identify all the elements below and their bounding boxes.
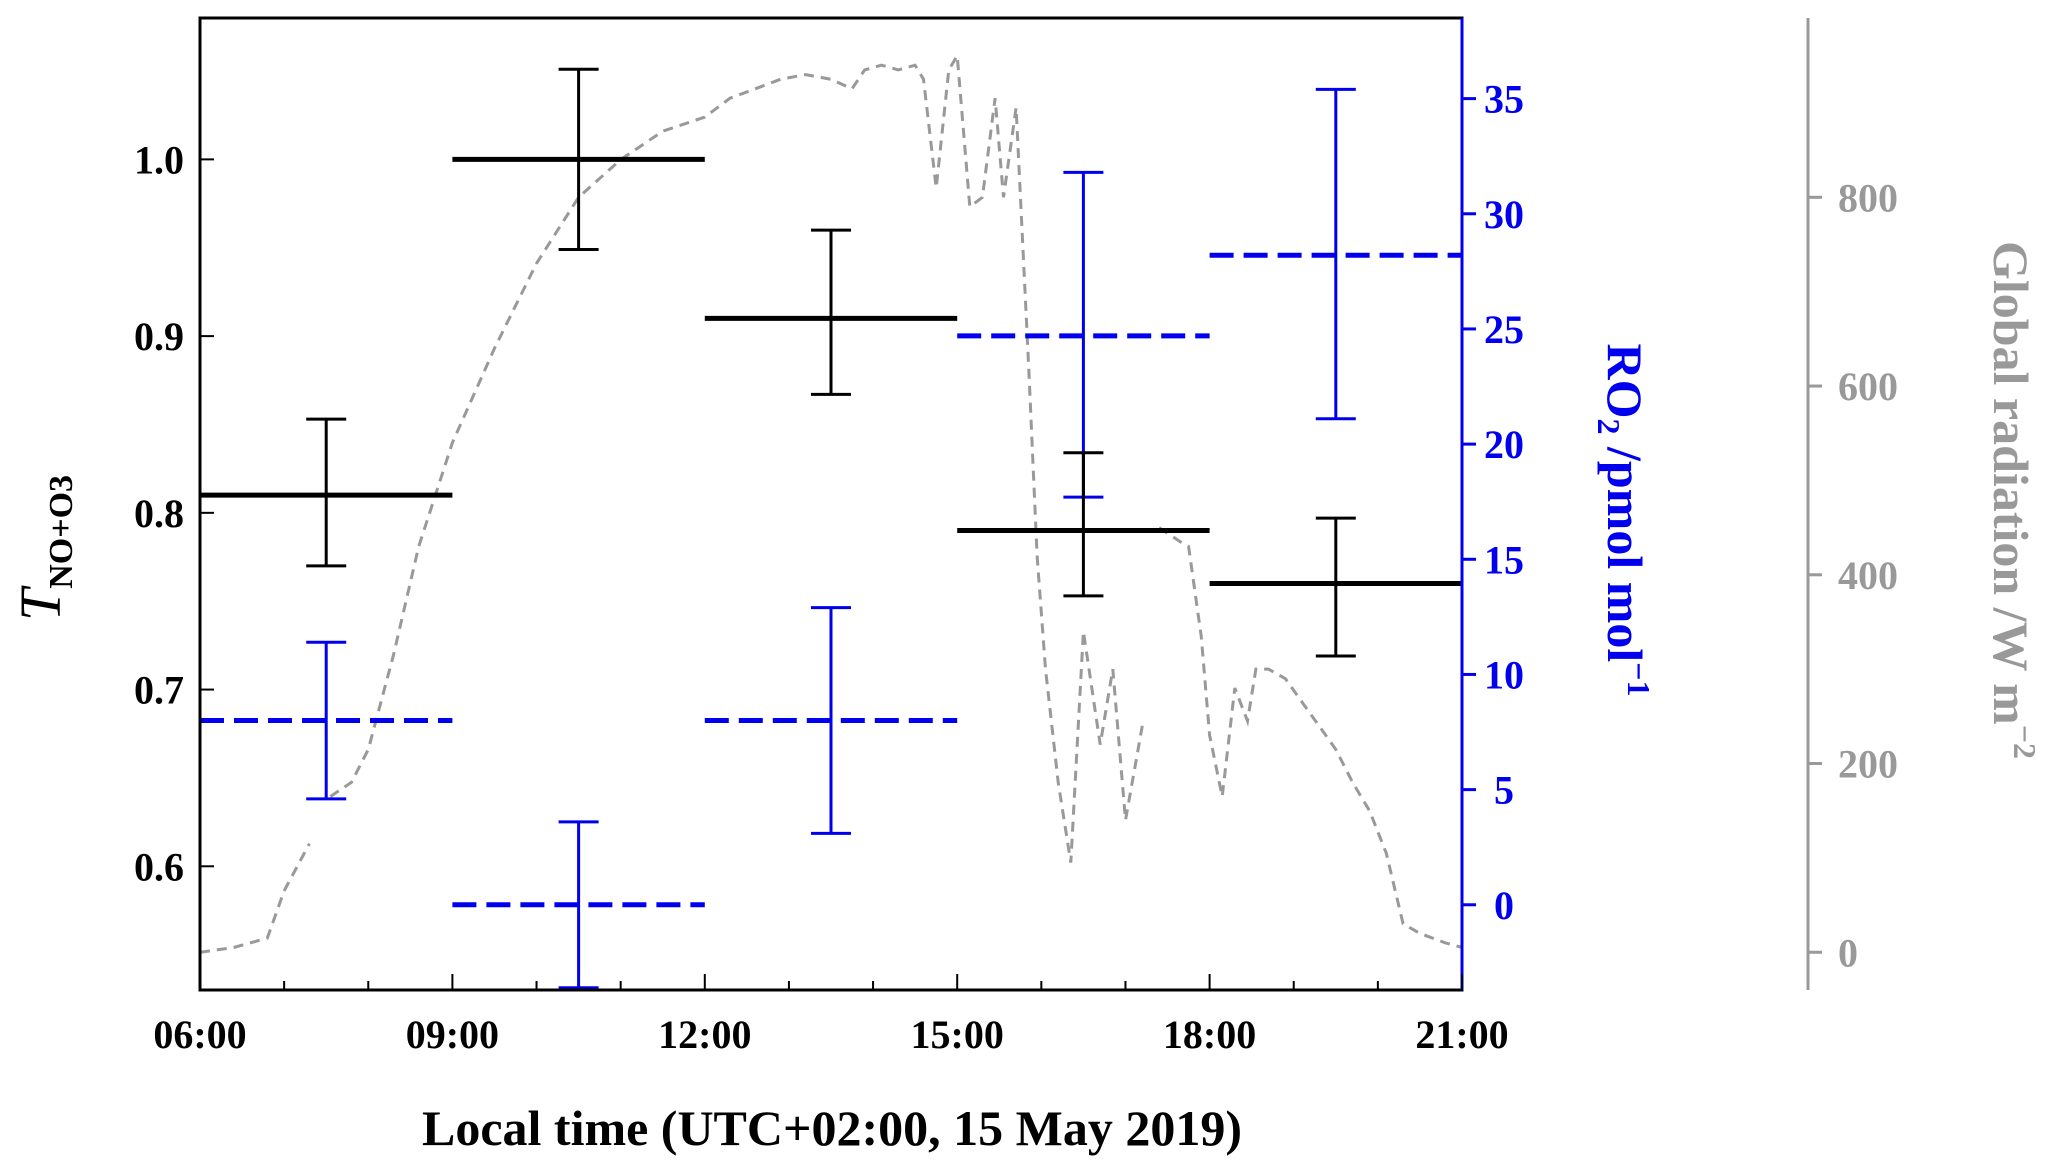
y-tick-label: 1.0 — [134, 137, 184, 182]
svg-text:Global radiation /W m−2: Global radiation /W m−2 — [1983, 241, 2043, 759]
y-tick-label: 0.6 — [134, 844, 184, 889]
y2-tick-label: 30 — [1484, 192, 1524, 237]
y2-axis-title-post: /pmol mol — [1597, 434, 1653, 662]
y2-tick-label: 35 — [1484, 77, 1524, 122]
y3-axis-title: Global radiation /W m−2 — [1983, 241, 2043, 759]
y2-tick-label: 20 — [1484, 422, 1524, 467]
y-axis-title-sub: NO+O3 — [43, 475, 80, 589]
radiation-line-segment — [1158, 526, 1463, 949]
x-tick-label: 06:00 — [153, 1012, 246, 1057]
y3-axis-title-pre: Global radiation /W m — [1983, 241, 2039, 725]
x-tick-label: 15:00 — [911, 1012, 1004, 1057]
y3-tick-label: 800 — [1838, 175, 1898, 220]
y2-axis-title-sub: 2 — [1591, 418, 1627, 434]
y3-tick-label: 0 — [1838, 930, 1858, 975]
y2-tick-label: 0 — [1494, 883, 1514, 928]
radiation-series — [199, 50, 1463, 954]
x-tick-label: 12:00 — [658, 1012, 751, 1057]
x-tick-label: 21:00 — [1415, 1012, 1508, 1057]
y-axis-title: TNO+O3 — [8, 475, 80, 621]
x-tick-label: 09:00 — [406, 1012, 499, 1057]
y2-axis-title-sup: −1 — [1621, 662, 1657, 696]
y-tick-label: 0.8 — [134, 491, 184, 536]
y2-tick-label: 15 — [1484, 537, 1524, 582]
x-axis-title: Local time (UTC+02:00, 15 May 2019) — [422, 1100, 1242, 1156]
y2-axis-title-pre: RO — [1597, 343, 1653, 418]
data-marks — [200, 67, 1462, 990]
y-axis-title-main: T — [8, 585, 73, 621]
y2-tick-label: 25 — [1484, 307, 1524, 352]
svg-text:TNO+O3: TNO+O3 — [8, 475, 80, 621]
tick-labels: 06:00 09:00 12:00 15:00 18:00 21:00 0.6 0.7 0.8 0… — [134, 77, 1898, 1057]
axes — [198, 16, 1822, 992]
radiation-line-segment — [199, 842, 311, 954]
plot-frame — [198, 16, 1464, 992]
y3-tick-label: 400 — [1838, 553, 1898, 598]
radiation-line-segment — [329, 50, 1144, 863]
y2-axis-title: RO2 /pmol mol−1 — [1591, 343, 1657, 696]
svg-text:RO2 /pmol mol−1: RO2 /pmol mol−1 — [1591, 343, 1657, 696]
y-tick-label: 0.9 — [134, 314, 184, 359]
y2-tick-label: 10 — [1484, 652, 1524, 697]
y-tick-label: 0.7 — [134, 668, 184, 713]
y3-tick-label: 600 — [1838, 364, 1898, 409]
x-tick-label: 18:00 — [1163, 1012, 1256, 1057]
y3-tick-label: 200 — [1838, 742, 1898, 787]
y3-axis-title-sup: −2 — [2007, 725, 2043, 759]
y2-tick-label: 5 — [1494, 768, 1514, 813]
